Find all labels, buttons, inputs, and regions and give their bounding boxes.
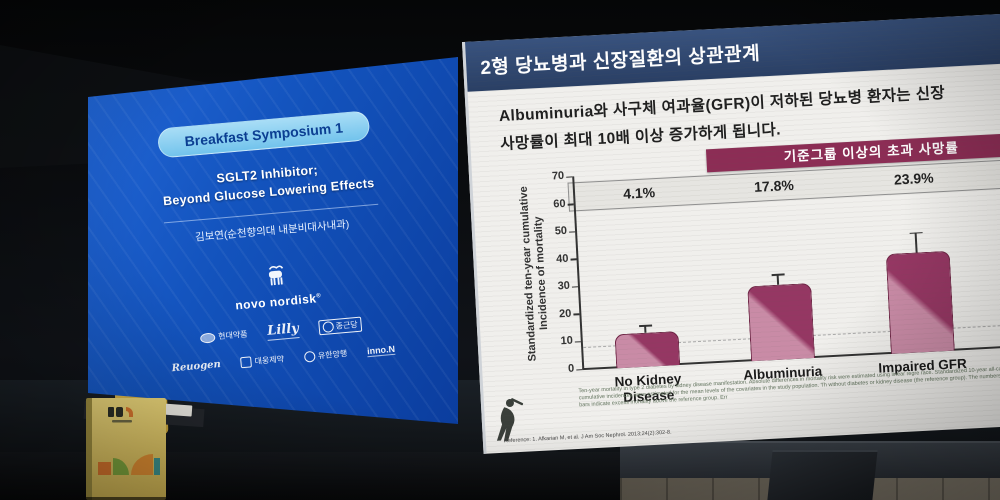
slide-body-line1: Albuminuria와 사구체 여과율(GFR)이 저하된 당뇨병 환자는 신…: [498, 84, 946, 126]
baseball-batter-image: [496, 398, 524, 442]
podium-artwork: [96, 454, 160, 484]
y-tick-label: 60: [553, 197, 566, 210]
y-tick-label: 40: [555, 252, 569, 266]
y-tick-mark: [566, 175, 573, 178]
symposium-badge: Breakfast Symposium 1: [156, 110, 371, 159]
speaker-name: 김보연(순천향의대 내분비대사내과): [194, 218, 350, 244]
error-whisker: [776, 274, 779, 285]
novo-nordisk-logo: novo nordisk®: [91, 248, 458, 325]
right-projection-screen: 2형 당뇨병과 신장질환의 상관관계 Albuminuria와 사구체 여과율(…: [462, 14, 1000, 455]
sponsor-cursive-wordmark: Reuogen: [171, 359, 222, 375]
stage-monitor-speaker: [767, 450, 878, 500]
apis-bull-icon: [268, 265, 284, 286]
error-whisker: [644, 325, 647, 333]
y-tick-label: 0: [567, 362, 575, 375]
excess-label-3: 23.9%: [893, 169, 935, 188]
y-tick-label: 20: [558, 307, 572, 321]
podium-shadow: [86, 497, 166, 500]
reference-citation: Reference: 1. Afkarian M, et al. J Am So…: [503, 429, 672, 445]
excess-label-1: 4.1%: [622, 184, 656, 202]
sponsor-hyundai-pharm: 현대약품: [199, 329, 248, 344]
orange-quarter-shape: [131, 454, 153, 475]
teal-bar-shape: [154, 458, 160, 475]
y-tick-mark: [570, 258, 577, 261]
oval-logo-icon: [199, 331, 216, 344]
sponsor-innon: inno.N: [366, 343, 396, 358]
presentation-slide: 2형 당뇨병과 신장질환의 상관관계 Albuminuria와 사구체 여과율(…: [462, 14, 1000, 455]
excess-label-2: 17.8%: [753, 176, 795, 195]
circle-logo-icon: [303, 350, 316, 363]
left-screen-content: Breakfast Symposium 1 SGLT2 Inhibitor; B…: [88, 57, 458, 424]
y-tick-mark: [569, 230, 576, 233]
bar: [747, 282, 816, 362]
y-tick-mark: [571, 286, 579, 288]
y-tick-label: 50: [554, 224, 568, 238]
sponsor-lilly: Lilly: [266, 321, 300, 341]
registered-mark: ®: [315, 293, 322, 300]
podium-front-panel: [86, 398, 166, 500]
bar: [885, 250, 955, 354]
error-whisker: [914, 232, 918, 253]
green-quarter-shape: [113, 458, 129, 475]
sponsor-chongkundang: 종근당: [318, 316, 363, 336]
orange-square-shape: [98, 462, 111, 475]
left-projection-screen: Breakfast Symposium 1 SGLT2 Inhibitor; B…: [88, 57, 458, 424]
square-logo-icon: [240, 356, 253, 369]
y-tick-mark: [567, 203, 574, 206]
y-tick-mark: [576, 368, 583, 371]
y-tick-mark: [573, 313, 580, 316]
y-tick-label: 70: [551, 169, 565, 183]
y-tick-mark: [574, 341, 581, 343]
y-tick-label: 30: [557, 279, 571, 293]
y-tick-label: 10: [560, 335, 574, 348]
sponsor-yuhan: 유한양행: [303, 348, 348, 363]
conference-logo-icon: [108, 407, 133, 423]
sponsor-daewoong: 대웅제약: [240, 354, 284, 369]
bar: [614, 330, 681, 369]
bell-logo-icon: [322, 321, 335, 333]
